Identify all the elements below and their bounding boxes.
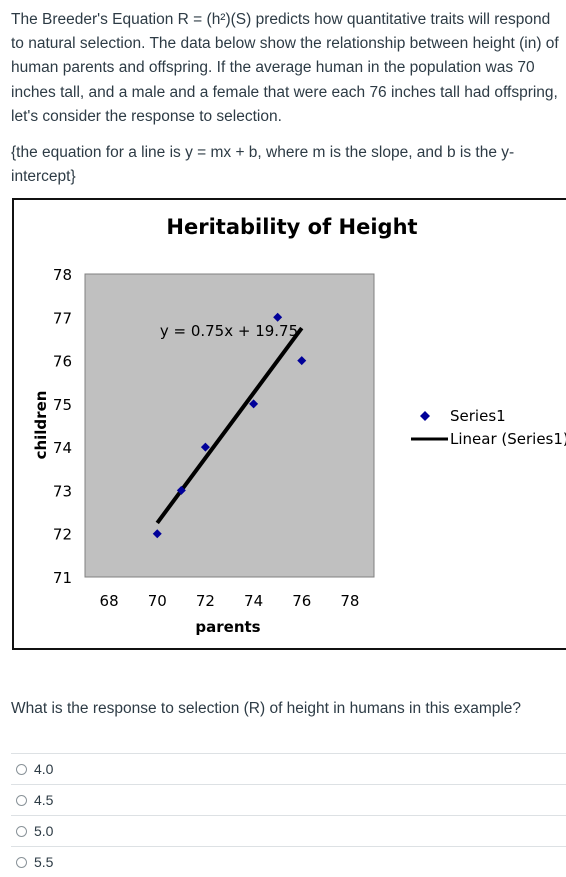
- note-line: {the equation for a line is y = mx + b, …: [11, 144, 515, 161]
- intro-line: let's consider the response to selection…: [11, 107, 282, 125]
- data-point: [297, 356, 307, 366]
- y-tick-label: 77: [53, 309, 72, 327]
- data-point: [176, 485, 186, 495]
- answer-label: 5.0: [34, 823, 54, 839]
- answer-label: 4.5: [34, 792, 54, 808]
- y-axis-label: children: [32, 391, 50, 460]
- radio-button[interactable]: [16, 825, 27, 837]
- x-tick-label: 68: [100, 592, 119, 610]
- chart-container: Heritability of Height 71 72 73 74 75 76 77 78 68…: [12, 198, 566, 650]
- equation-note: {the equation for a line is y = mx + b, …: [11, 141, 561, 189]
- data-point: [249, 399, 259, 409]
- radio-button[interactable]: [16, 763, 27, 775]
- intro-line: to natural selection. The data below sho…: [11, 35, 559, 53]
- radio-button[interactable]: [16, 856, 27, 868]
- radio-button[interactable]: [16, 794, 27, 806]
- trendline-equation: y = 0.75x + 19.75: [160, 322, 298, 340]
- answer-list: 4.0 4.5 5.0 5.5: [11, 753, 566, 877]
- answer-label: 5.5: [34, 854, 54, 870]
- legend-trendline-label: Linear (Series1): [450, 430, 566, 448]
- answer-option[interactable]: 5.0: [11, 815, 566, 846]
- y-tick-label: 72: [53, 526, 72, 544]
- note-line: intercept}: [11, 168, 76, 185]
- x-tick-label: 78: [340, 592, 359, 610]
- x-tick-label: 70: [148, 592, 167, 610]
- heritability-chart: Heritability of Height 71 72 73 74 75 76 77 78 68…: [32, 215, 566, 636]
- y-tick-label: 73: [53, 482, 72, 500]
- data-point: [200, 442, 210, 452]
- y-tick-label: 75: [53, 396, 72, 414]
- y-tick-label: 74: [53, 439, 72, 457]
- y-tick-label: 78: [53, 266, 72, 284]
- legend-series-marker: [420, 411, 430, 421]
- answer-option[interactable]: 4.5: [11, 784, 566, 815]
- answer-option[interactable]: 4.0: [11, 753, 566, 784]
- question-prompt: What is the response to selection (R) of…: [11, 700, 522, 717]
- data-point: [273, 312, 283, 322]
- chart-title: Heritability of Height: [166, 215, 417, 239]
- data-point: [152, 529, 162, 539]
- y-tick-label: 71: [53, 569, 72, 587]
- question-intro: The Breeder's Equation R = (h²)(S) predi…: [11, 8, 566, 129]
- y-tick-label: 76: [53, 353, 72, 371]
- intro-line: inches tall, and a male and a female tha…: [11, 83, 558, 101]
- answer-option[interactable]: 5.5: [11, 846, 566, 877]
- answer-label: 4.0: [34, 761, 54, 777]
- x-tick-label: 72: [196, 592, 215, 610]
- x-tick-label: 74: [244, 592, 263, 610]
- x-axis-label: parents: [195, 618, 260, 636]
- intro-line: human parents and offspring. If the aver…: [11, 59, 535, 77]
- x-tick-label: 76: [292, 592, 311, 610]
- intro-line: The Breeder's Equation R = (h²)(S) predi…: [11, 11, 551, 28]
- legend-series-label: Series1: [450, 407, 506, 425]
